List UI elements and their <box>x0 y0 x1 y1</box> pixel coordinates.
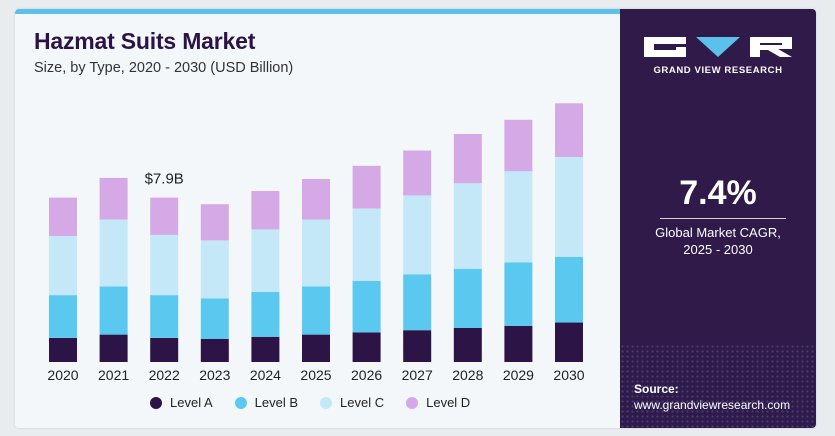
bar-level-c-2028 <box>453 183 482 269</box>
bar-level-b-2025 <box>302 286 330 335</box>
bar-level-a-2025 <box>302 334 330 362</box>
chart-subtitle: Size, by Type, 2020 - 2030 (USD Billion) <box>34 60 294 76</box>
cagr-label-line2: 2025 - 2030 <box>683 242 753 257</box>
x-tick-label-2024: 2024 <box>250 367 281 383</box>
bar-level-c-2022 <box>150 234 179 296</box>
bar-level-a-2020 <box>49 337 77 362</box>
legend-swatch-level-d <box>406 396 419 409</box>
bar-level-c-2023 <box>200 240 229 299</box>
x-tick-label-2028: 2028 <box>452 367 483 383</box>
bar-level-a-2030 <box>555 322 583 362</box>
x-tick-label-2022: 2022 <box>149 367 180 383</box>
bar-level-c-2029 <box>504 171 533 263</box>
bar-level-a-2022 <box>150 337 179 362</box>
x-tick-label-2029: 2029 <box>503 367 534 383</box>
bar-level-d-2020 <box>49 197 77 236</box>
bar-level-c-2021 <box>99 219 128 287</box>
brand-name: GRAND VIEW RESEARCH <box>653 65 783 76</box>
bar-level-b-2024 <box>251 291 280 337</box>
bar-level-a-2021 <box>99 334 128 362</box>
bar-level-c-2024 <box>251 229 280 292</box>
bar-level-d-2021 <box>99 177 128 220</box>
x-tick-label-2023: 2023 <box>199 367 230 383</box>
bar-level-a-2024 <box>251 336 280 362</box>
bar-level-d-2024 <box>251 191 280 230</box>
infographic-card: Hazmat Suits Market Size, by Type, 2020 … <box>15 9 816 428</box>
chart-legend: Level A Level B Level C Level D <box>150 395 470 410</box>
bar-level-a-2028 <box>453 328 482 362</box>
bar-level-b-2029 <box>504 262 533 326</box>
bar-level-a-2029 <box>504 325 533 362</box>
source-url[interactable]: www.grandviewresearch.com <box>634 398 791 412</box>
bar-level-d-2029 <box>504 119 533 172</box>
bar-level-d-2022 <box>150 197 179 235</box>
cagr-value: 7.4% <box>679 174 757 212</box>
x-tick-label-2021: 2021 <box>98 367 129 383</box>
legend-swatch-level-c <box>320 396 333 409</box>
bar-level-c-2026 <box>352 208 381 281</box>
bar-level-b-2023 <box>200 298 229 339</box>
bar-level-b-2021 <box>99 286 128 335</box>
legend-label-level-a: Level A <box>170 395 213 410</box>
bar-level-a-2027 <box>403 330 432 362</box>
bar-level-a-2026 <box>352 332 381 362</box>
x-tick-label-2025: 2025 <box>300 367 331 383</box>
bar-level-b-2028 <box>453 268 482 328</box>
source-label: Source: <box>634 382 679 396</box>
bar-level-d-2023 <box>200 204 229 241</box>
bar-level-b-2030 <box>555 256 583 323</box>
bar-level-c-2025 <box>302 219 330 287</box>
bar-level-b-2020 <box>49 295 77 338</box>
cagr-label-line1: Global Market CAGR, <box>655 225 781 240</box>
legend-swatch-level-a <box>150 396 162 409</box>
x-tick-label-2020: 2020 <box>47 367 78 383</box>
x-tick-label-2027: 2027 <box>402 367 433 383</box>
x-tick-label-2026: 2026 <box>351 367 382 383</box>
legend-item-level-b: Level B <box>234 395 299 410</box>
value-annotation: $7.9B <box>145 171 184 188</box>
x-tick-label-2030: 2030 <box>553 367 584 383</box>
legend-item-level-d: Level D <box>406 395 470 410</box>
legend-label-level-b: Level B <box>254 395 299 410</box>
gvr-logo-icon <box>644 37 792 57</box>
legend-item-level-a: Level A <box>150 395 213 410</box>
cagr-label: Global Market CAGR, 2025 - 2030 <box>620 224 816 258</box>
bar-level-b-2027 <box>403 274 432 331</box>
accent-bar <box>15 9 620 14</box>
bar-level-a-2023 <box>200 339 229 362</box>
chart-title: Hazmat Suits Market <box>34 28 256 54</box>
bar-level-d-2028 <box>453 134 482 184</box>
bar-level-c-2027 <box>403 195 432 275</box>
legend-item-level-c: Level C <box>320 395 384 410</box>
bar-level-c-2020 <box>49 236 77 296</box>
bar-level-b-2026 <box>352 280 381 333</box>
bar-level-d-2030 <box>555 103 583 157</box>
cagr-divider <box>660 218 786 219</box>
summary-panel: GRAND VIEW RESEARCH 7.4% Global Market C… <box>620 9 816 428</box>
legend-label-level-d: Level D <box>426 395 471 410</box>
bar-level-d-2026 <box>352 165 381 209</box>
decorative-dot-pattern <box>620 344 816 428</box>
stacked-bar-chart: 2020 2021 2022 $7.9B 2023 2024 2025 2026 2027 202… <box>47 103 585 383</box>
legend-label-level-c: Level C <box>340 395 385 410</box>
bar-level-b-2022 <box>150 295 179 338</box>
legend-swatch-level-b <box>234 396 247 409</box>
bar-level-d-2027 <box>403 150 432 196</box>
bar-level-c-2030 <box>555 157 583 257</box>
bar-level-d-2025 <box>302 179 330 220</box>
